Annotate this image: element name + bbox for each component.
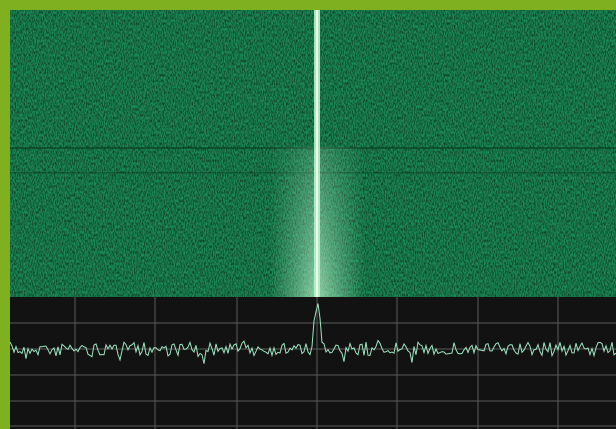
sdr-display xyxy=(0,0,616,429)
page: (() => { const svg = document.querySelec… xyxy=(0,0,616,429)
waterfall xyxy=(10,10,616,297)
spectrum-panel xyxy=(10,297,616,429)
